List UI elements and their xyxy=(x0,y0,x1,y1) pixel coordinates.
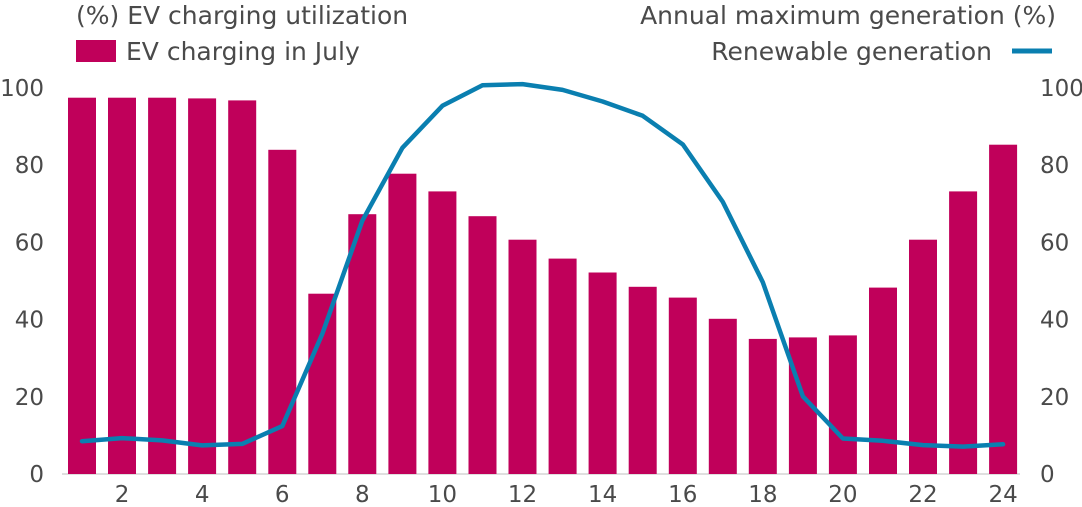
y-tick-right-80: 80 xyxy=(1040,153,1069,179)
x-tick-24: 24 xyxy=(989,482,1018,507)
legend-label-ev-charging: EV charging in July xyxy=(126,37,360,66)
y-tick-left-40: 40 xyxy=(15,308,44,334)
y-tick-left-0: 0 xyxy=(29,462,44,488)
bar-hour-8 xyxy=(348,214,377,474)
y-tick-right-20: 20 xyxy=(1040,385,1069,411)
bar-hour-2 xyxy=(108,97,136,474)
x-tick-18: 18 xyxy=(748,482,777,507)
line-series xyxy=(79,81,1006,449)
bar-hour-9 xyxy=(388,173,417,474)
x-tick-20: 20 xyxy=(828,482,857,507)
y-tick-right-0: 0 xyxy=(1040,462,1055,488)
y-tick-right-60: 60 xyxy=(1040,230,1069,256)
left-axis-title: (%) EV charging utilization xyxy=(76,1,408,30)
bar-hour-15 xyxy=(628,286,657,474)
bar-hour-4 xyxy=(188,98,217,475)
y-tick-left-100: 100 xyxy=(0,76,44,102)
bar-hour-22 xyxy=(909,239,937,474)
bar-hour-14 xyxy=(588,272,617,474)
legend-label-renewable: Renewable generation xyxy=(711,37,992,66)
bar-hour-1 xyxy=(68,97,96,474)
bar-hour-6 xyxy=(268,149,297,475)
bar-hour-11 xyxy=(468,216,497,474)
bar-hour-12 xyxy=(508,239,537,474)
x-tick-8: 8 xyxy=(355,482,370,507)
bar-hour-24 xyxy=(989,144,1018,474)
right-axis-title: Annual maximum generation (%) xyxy=(640,1,1056,30)
y-tick-right-40: 40 xyxy=(1040,308,1069,334)
bar-hour-20 xyxy=(828,335,857,474)
x-tick-16: 16 xyxy=(668,482,697,507)
bar-hour-3 xyxy=(148,97,177,474)
x-tick-22: 22 xyxy=(908,482,937,507)
x-tick-2: 2 xyxy=(115,482,130,507)
x-tick-6: 6 xyxy=(275,482,290,507)
renewable-generation-line xyxy=(79,81,1006,449)
y-tick-right-100: 100 xyxy=(1040,76,1082,102)
bar-hour-17 xyxy=(708,318,737,474)
x-tick-10: 10 xyxy=(428,482,457,507)
y-tick-left-80: 80 xyxy=(15,153,44,179)
bar-series xyxy=(68,97,1018,475)
bar-hour-16 xyxy=(668,297,697,474)
x-tick-4: 4 xyxy=(195,482,210,507)
bar-hour-7 xyxy=(308,293,337,474)
legend-bar-swatch xyxy=(76,40,116,62)
x-tick-14: 14 xyxy=(588,482,617,507)
y-tick-left-20: 20 xyxy=(15,385,44,411)
bar-hour-23 xyxy=(949,191,978,474)
bar-hour-18 xyxy=(748,338,777,474)
y-tick-left-60: 60 xyxy=(15,230,44,256)
bar-hour-10 xyxy=(428,191,457,474)
bar-hour-5 xyxy=(228,100,257,475)
x-tick-12: 12 xyxy=(508,482,537,507)
bar-hour-21 xyxy=(869,287,897,474)
bar-hour-13 xyxy=(548,258,577,474)
